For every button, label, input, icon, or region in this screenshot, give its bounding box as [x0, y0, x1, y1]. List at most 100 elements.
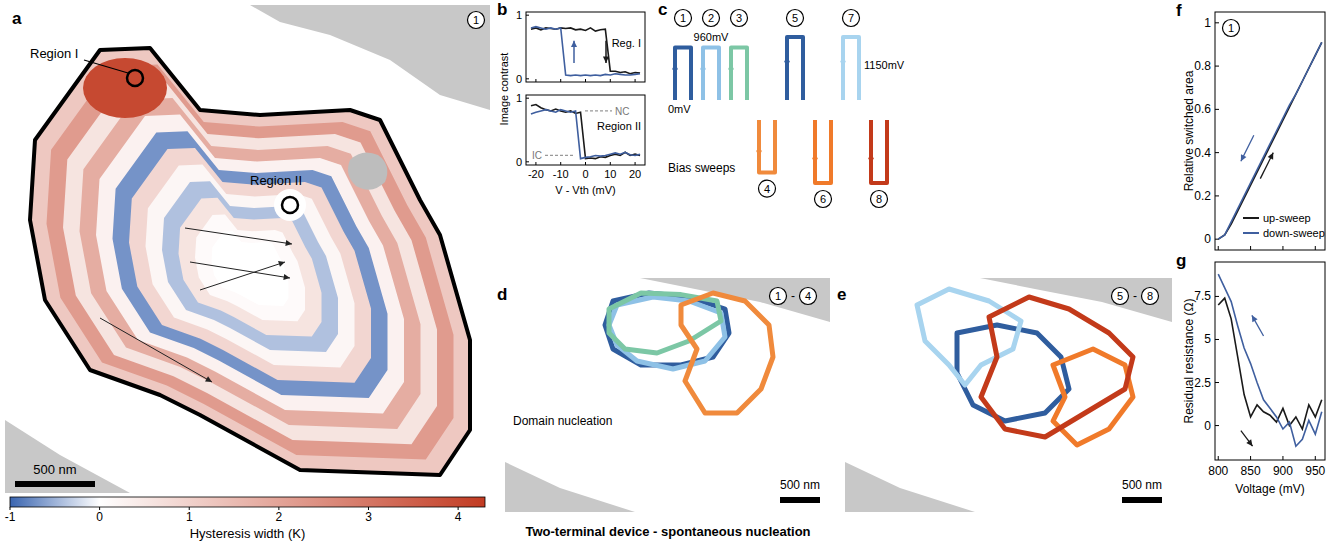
label: 0.4 — [1194, 146, 1211, 160]
label: Region II — [250, 173, 302, 188]
arrow — [100, 318, 212, 382]
label: V - Vth (mV) — [555, 184, 616, 196]
panel-d: 500 nm1-4Domain nucleation — [505, 278, 830, 512]
x-tick — [1315, 246, 1316, 250]
x-tick — [610, 79, 611, 82]
panel-f: 00.20.40.60.81Relative switched area1up-… — [1182, 12, 1325, 250]
badge-circle — [468, 12, 485, 29]
badge-circle — [1223, 20, 1240, 37]
scale-bar — [1122, 497, 1162, 503]
label: Domain nucleation — [513, 414, 612, 428]
arrow-head — [784, 56, 790, 62]
x-tick — [1250, 456, 1251, 460]
ref-line — [545, 155, 575, 156]
badge-circle — [1112, 288, 1129, 305]
electrode — [505, 462, 635, 512]
sweep — [787, 37, 803, 100]
figure: Region IRegion II500 nm1-101234Hysteresi… — [0, 0, 1336, 545]
caption: Two-terminal device - spontaneous nuclea… — [525, 524, 810, 539]
y-tick — [1215, 425, 1219, 426]
plot-frame — [526, 95, 645, 165]
badge-circle — [703, 10, 720, 27]
x-tick — [1282, 456, 1283, 460]
arrow — [700, 63, 706, 84]
arrow-head — [283, 274, 290, 280]
label: -20 — [528, 168, 544, 180]
badge-circle — [759, 180, 776, 197]
panel-g: 80085090095002.557.5Voltage (mV)Residual… — [1182, 262, 1326, 496]
label: -10 — [553, 168, 569, 180]
series-group — [1218, 274, 1322, 446]
line — [531, 27, 640, 76]
arrow-head — [1252, 315, 1258, 322]
label: 0 — [582, 168, 588, 180]
region-marker — [127, 70, 143, 86]
x-tick — [585, 79, 586, 82]
y-tick — [526, 78, 529, 79]
label: 800 — [1208, 464, 1228, 478]
arrow-shaft — [100, 318, 212, 382]
label: 500 nm — [1122, 478, 1162, 492]
arrow-head — [756, 151, 762, 157]
arrow-shaft — [200, 262, 285, 290]
badge: 3 — [736, 12, 742, 24]
arrow — [603, 41, 609, 63]
region-patch — [274, 189, 306, 221]
badge-circle — [815, 191, 832, 208]
panel-a: Region IRegion II500 nm1-101234Hysteresi… — [5, 5, 490, 541]
map-band — [80, 98, 421, 429]
arrow — [812, 139, 818, 164]
badge: 5 — [1117, 290, 1123, 302]
label: 2 — [276, 510, 283, 524]
domain-outline — [917, 289, 1021, 385]
label: 0 — [96, 510, 103, 524]
arrow-shaft — [190, 262, 290, 278]
panel-letter: g — [1176, 251, 1186, 270]
label: Voltage (mV) — [1235, 482, 1304, 496]
ref-line — [585, 110, 612, 111]
map-band — [129, 148, 371, 383]
label: 500 nm — [780, 478, 820, 492]
badge-circle — [800, 288, 817, 305]
leader-line — [84, 60, 128, 73]
domain-outline — [609, 297, 725, 369]
label: Region I — [30, 46, 78, 61]
label: 1150mV — [864, 59, 905, 71]
panel-letter: f — [1176, 1, 1182, 20]
badge: 7 — [848, 12, 854, 24]
region-patch — [83, 58, 167, 118]
scale-bar — [15, 481, 95, 487]
arrow — [1241, 431, 1253, 446]
legend-label: down-sweep — [1263, 227, 1325, 239]
label: Hysteresis width (K) — [190, 526, 306, 541]
badge-circle — [843, 10, 860, 27]
label: 5 — [1204, 332, 1211, 346]
label: Image contrast — [498, 53, 510, 126]
x-tick — [535, 162, 536, 165]
arrow-head — [1241, 154, 1247, 161]
label: Bias sweeps — [668, 161, 735, 175]
badge: 8 — [1147, 290, 1153, 302]
label: 950 — [1305, 464, 1325, 478]
electrode — [5, 420, 130, 493]
label: 850 — [1241, 464, 1261, 478]
domain-outline — [981, 297, 1133, 437]
plot-frame — [1215, 262, 1325, 460]
map-band — [47, 65, 454, 460]
badge: 1 — [680, 12, 686, 24]
map-band — [195, 215, 305, 322]
badge: 6 — [820, 193, 826, 205]
label: -1 — [5, 510, 16, 524]
series-group — [531, 105, 640, 159]
arrow-head — [868, 158, 874, 164]
line — [1218, 42, 1322, 239]
line — [1218, 274, 1322, 446]
panel-letter: b — [497, 0, 507, 19]
label: Reg. I — [612, 37, 641, 49]
arrow-head — [205, 376, 212, 382]
electrode — [845, 462, 975, 512]
arrow-head — [672, 63, 678, 69]
badge-circle — [871, 191, 888, 208]
badge-circle — [787, 10, 804, 27]
badge: 5 — [792, 12, 798, 24]
